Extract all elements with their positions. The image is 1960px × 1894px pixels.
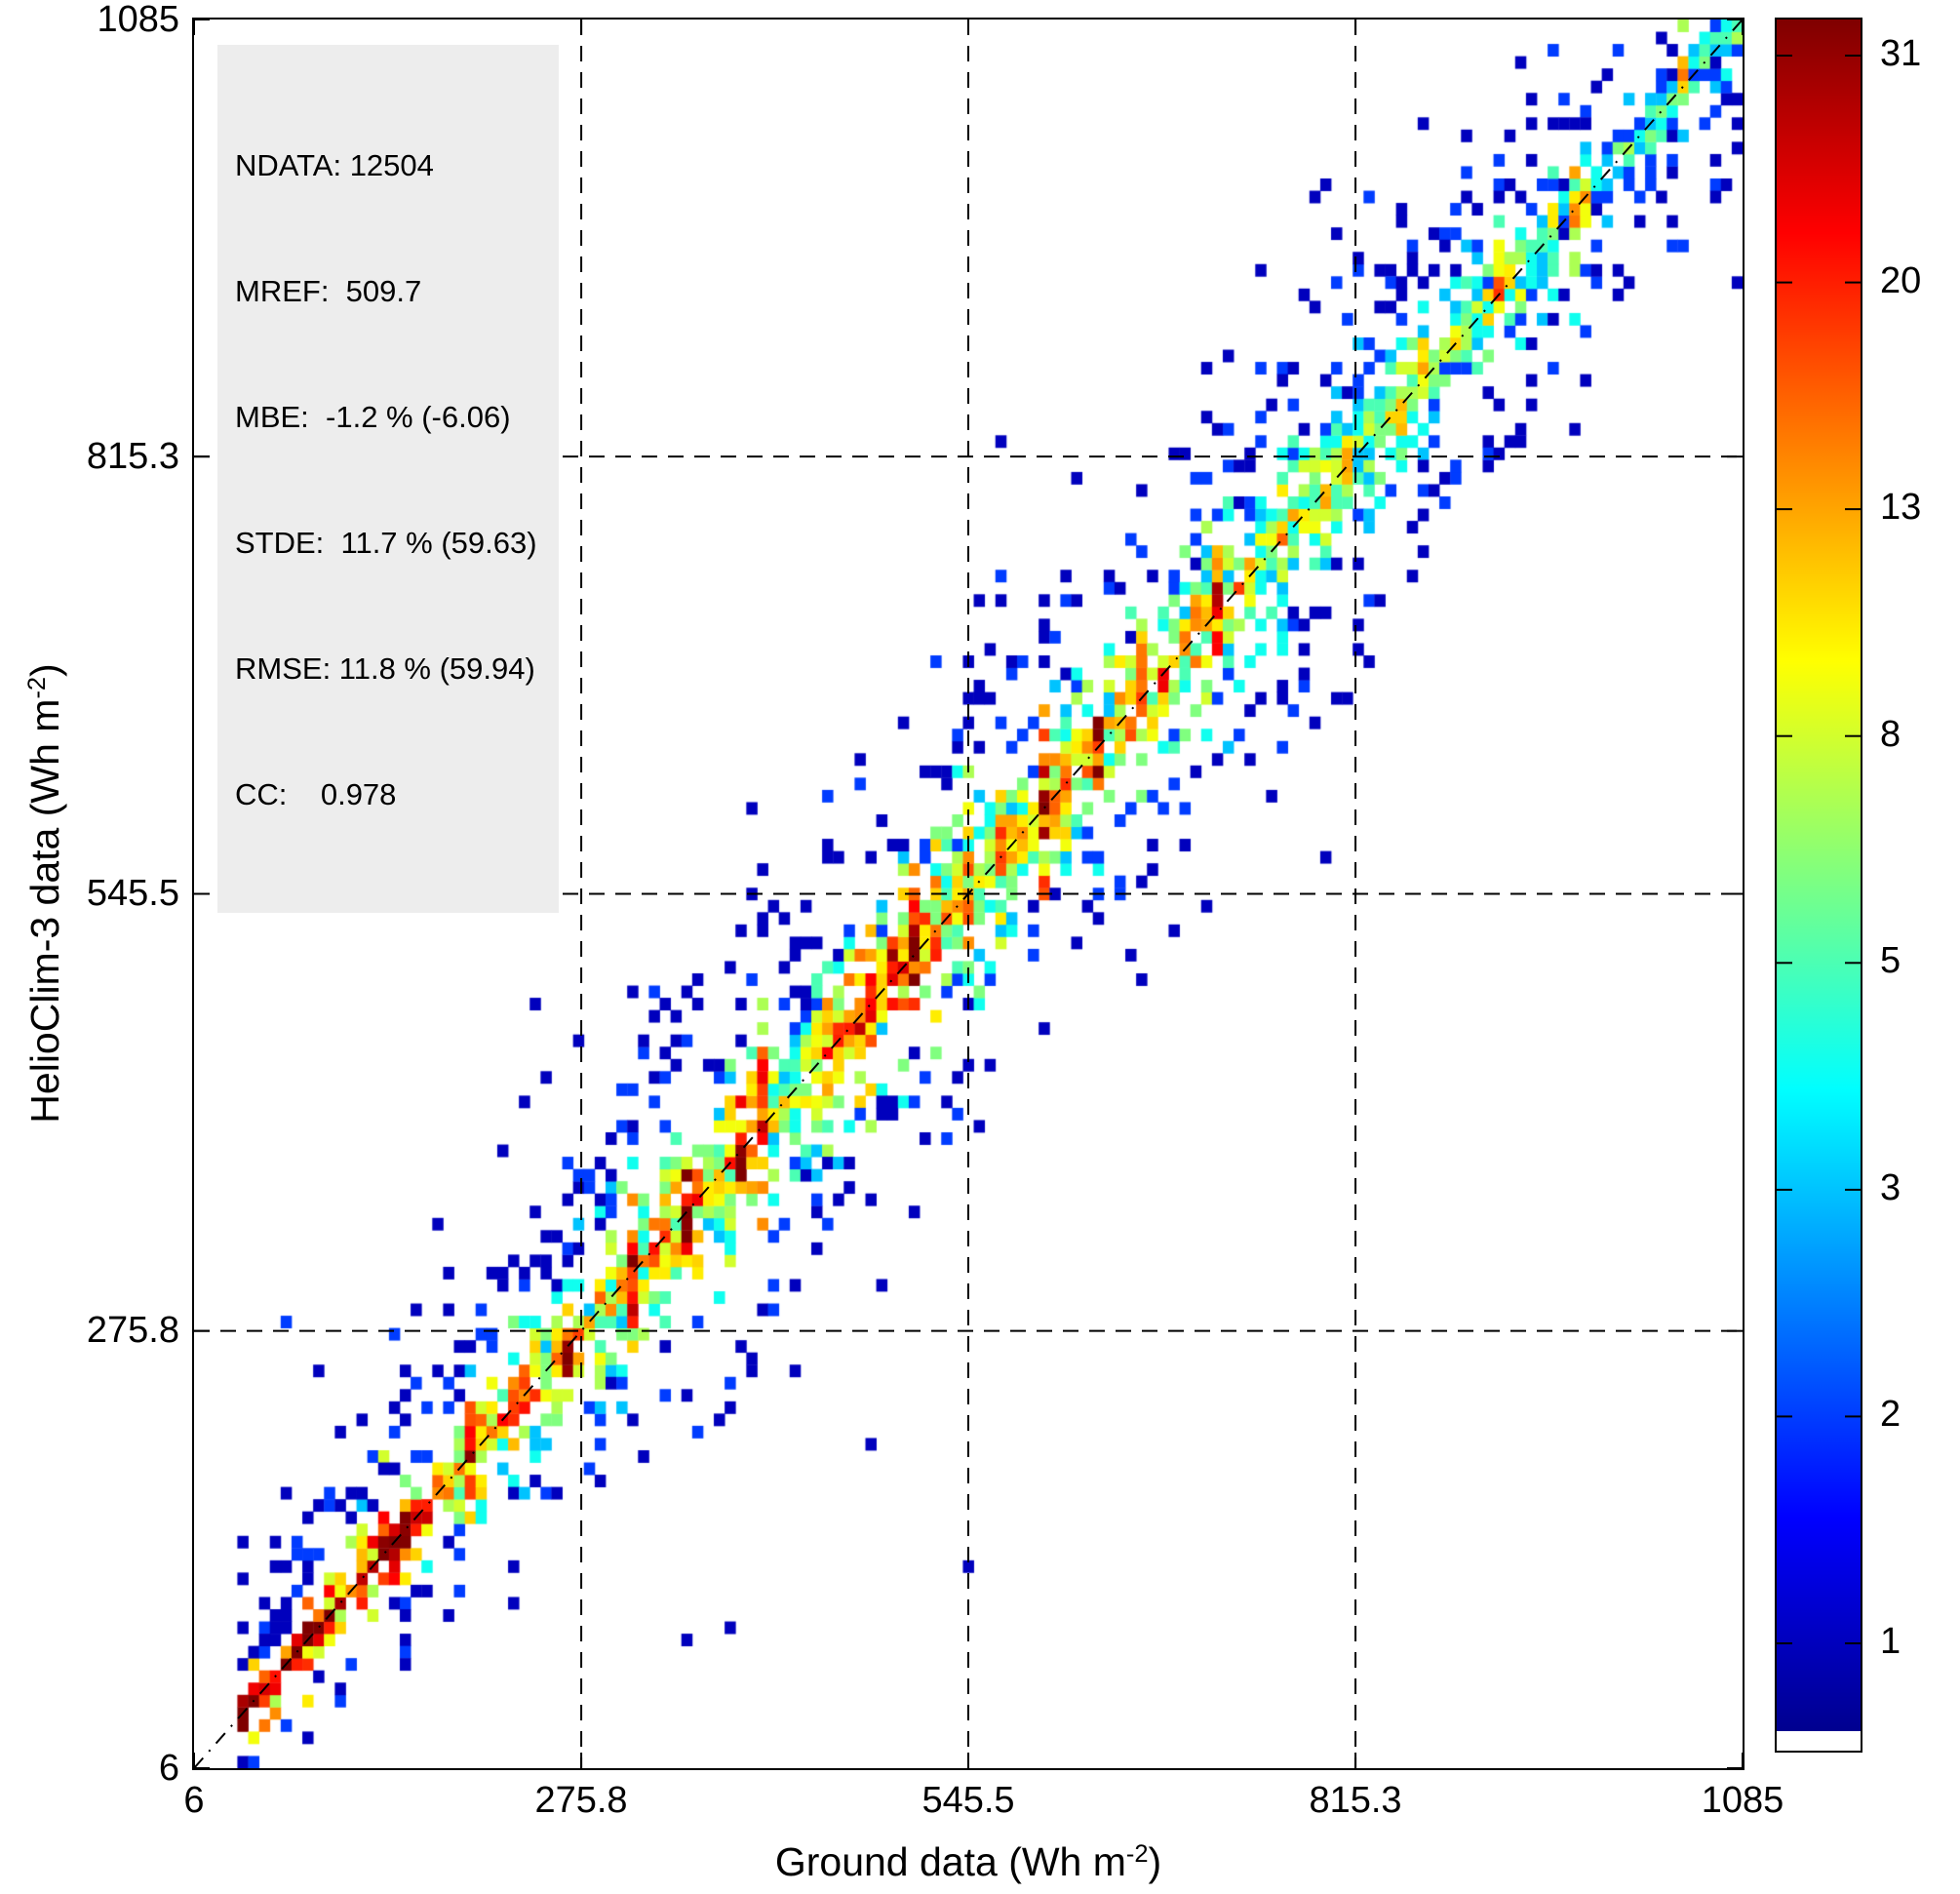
x-tick-label-6: 6	[183, 1780, 205, 1821]
y-axis-title: HelioClim-3 data (Wh m-2)	[15, 552, 67, 1235]
stat-line-rmse: RMSE: 11.8 % (59.94)	[235, 651, 535, 686]
y-axis-title-text: HelioClim-3 data (Wh m	[22, 698, 67, 1124]
colorbar	[1775, 18, 1862, 1753]
colorbar-tick-label-5: 5	[1880, 940, 1901, 981]
axes-overlay	[194, 20, 1743, 1768]
y-axis-title-exponent: -2	[23, 676, 51, 699]
stats-box: NDATA: 12504 MREF: 509.7 MBE: -1.2 % (-6…	[217, 45, 559, 913]
x-tick-label-545.5: 545.5	[921, 1780, 1015, 1821]
x-axis-title: Ground data (Wh m-2)	[627, 1830, 1310, 1886]
stat-line-cc: CC: 0.978	[235, 777, 397, 811]
colorbar-tick-label-20: 20	[1880, 260, 1922, 301]
y-tick-label-6: 6	[158, 1748, 179, 1789]
identity-line	[194, 20, 1743, 1768]
x-axis-title-text: Ground data (Wh m	[774, 1839, 1126, 1884]
colorbar-tick-marks	[1777, 55, 1861, 1644]
x-axis-title-close: )	[1148, 1839, 1162, 1884]
x-tick-label-275.8: 275.8	[534, 1780, 628, 1821]
y-axis-title-close: )	[22, 663, 67, 677]
y-tick-label-275.8: 275.8	[86, 1310, 179, 1351]
y-tick-label-815.3: 815.3	[86, 436, 179, 477]
stat-line-mref: MREF: 509.7	[235, 274, 422, 308]
stat-line-mbe: MBE: -1.2 % (-6.06)	[235, 400, 511, 434]
x-tick-label-1085: 1085	[1701, 1780, 1784, 1821]
colorbar-tick-label-13: 13	[1880, 487, 1922, 528]
x-axis-title-exponent: -2	[1125, 1840, 1149, 1868]
stat-line-ndata: NDATA: 12504	[235, 148, 434, 182]
colorbar-tick-label-8: 8	[1880, 714, 1901, 755]
stat-line-stde: STDE: 11.7 % (59.63)	[235, 526, 537, 560]
x-tick-label-815.3: 815.3	[1309, 1780, 1402, 1821]
y-tick-label-1085: 1085	[97, 0, 179, 40]
colorbar-tick-label-3: 3	[1880, 1167, 1901, 1208]
plot-area: NDATA: 12504 MREF: 509.7 MBE: -1.2 % (-6…	[192, 18, 1744, 1770]
colorbar-gradient	[1777, 20, 1861, 1751]
colorbar-tick-label-31: 31	[1880, 33, 1922, 74]
colorbar-tick-label-2: 2	[1880, 1394, 1901, 1435]
y-tick-label-545.5: 545.5	[86, 873, 179, 914]
axis-tick-marks	[194, 20, 1743, 1768]
colorbar-tick-label-1: 1	[1880, 1621, 1901, 1662]
